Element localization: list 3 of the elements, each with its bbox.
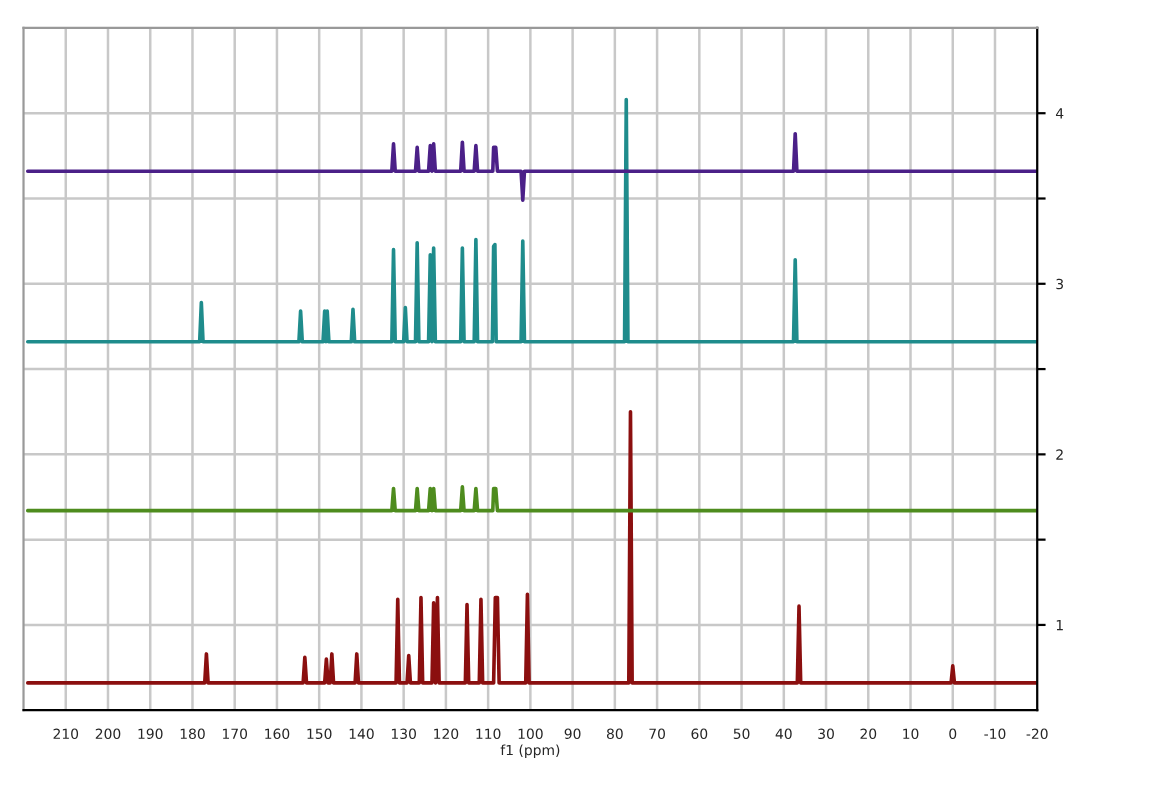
line-series — [25, 131, 1038, 203]
line-series — [25, 409, 1038, 685]
line-series — [25, 97, 1038, 344]
